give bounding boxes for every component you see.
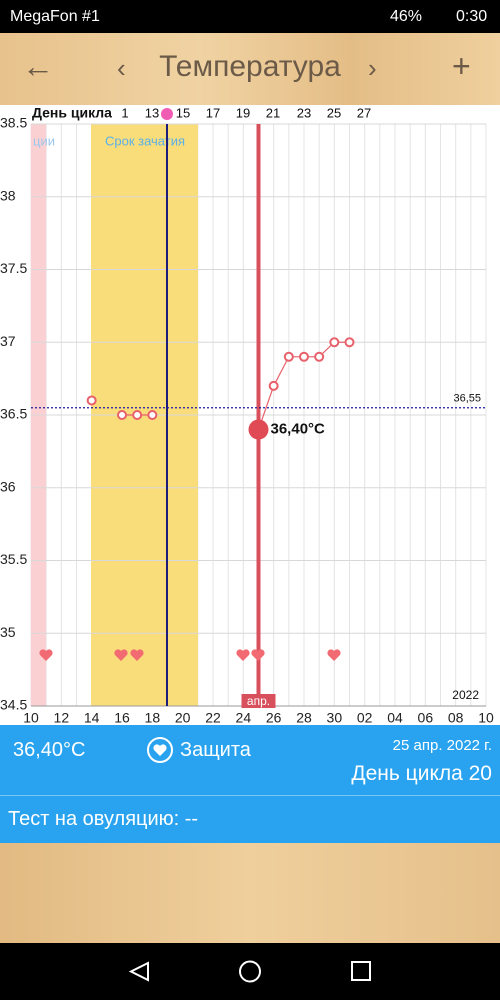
x-tick-label: 26 bbox=[266, 710, 282, 725]
reference-label: 36,55 bbox=[453, 393, 481, 405]
battery: 46% bbox=[390, 8, 423, 25]
cycle-day-label: 27 bbox=[357, 105, 371, 120]
y-tick-label: 37.5 bbox=[0, 260, 27, 276]
marker-label: апр. bbox=[247, 694, 270, 708]
wood-area bbox=[0, 843, 500, 943]
summary-panel: 36,40°C Защита 25 апр. 2022 г. День цикл… bbox=[0, 725, 500, 795]
y-tick-label: 35 bbox=[0, 624, 16, 640]
add-button[interactable]: + bbox=[452, 48, 471, 84]
x-tick-label: 02 bbox=[357, 710, 373, 725]
point bbox=[117, 410, 127, 420]
heart bbox=[251, 649, 265, 661]
heart bbox=[39, 649, 53, 661]
x-tick-label: 30 bbox=[327, 710, 343, 725]
point bbox=[147, 410, 158, 420]
band-label: ции bbox=[33, 133, 55, 148]
point bbox=[299, 351, 309, 362]
status: Защита bbox=[180, 739, 251, 761]
marker-bg bbox=[241, 694, 276, 708]
back-button[interactable]: ← bbox=[22, 48, 54, 84]
x-tick-label: 06 bbox=[418, 710, 434, 725]
y-tick-label: 35.5 bbox=[0, 551, 27, 567]
time: 0:30 bbox=[456, 8, 488, 25]
ovulation-panel: Тест на овуляцию: -- bbox=[0, 795, 500, 844]
status-bar: MegaFon #1 46% 0:30 bbox=[0, 0, 500, 33]
x-tick-label: 04 bbox=[387, 710, 403, 725]
y-tick-label: 36.5 bbox=[0, 406, 27, 422]
nav-bar bbox=[0, 943, 500, 1000]
prev-button[interactable]: ‹ bbox=[117, 53, 126, 83]
heart bbox=[236, 649, 250, 661]
recent-nav[interactable] bbox=[351, 961, 371, 981]
x-tick-label: 08 bbox=[448, 710, 464, 725]
header: ← ‹ Температура › + bbox=[0, 33, 500, 105]
x-tick-label: 22 bbox=[205, 710, 221, 725]
cycle-day-label: 19 bbox=[236, 105, 250, 120]
point bbox=[314, 351, 325, 362]
x-tick-label: 16 bbox=[114, 710, 130, 725]
cycle-day-label: 23 bbox=[297, 105, 311, 120]
y-tick-label: 37 bbox=[0, 333, 16, 349]
x-tick-label: 12 bbox=[54, 710, 70, 725]
heart-icon bbox=[147, 737, 173, 763]
next-button[interactable]: › bbox=[368, 53, 377, 83]
x-tick-label: 24 bbox=[236, 710, 252, 725]
y-tick-label: 38 bbox=[0, 187, 16, 203]
chart: ции Срок зачатия 34.5 35 35.5 36 36.5 37 37.5 38 3… bbox=[0, 105, 500, 725]
x-tick-label: 18 bbox=[145, 710, 161, 725]
ovulation-dot bbox=[161, 108, 173, 120]
cycle-day-label: 17 bbox=[206, 105, 220, 120]
heart bbox=[130, 649, 144, 661]
heart bbox=[327, 649, 341, 661]
year-label: 2022 bbox=[452, 688, 479, 702]
title: Температура bbox=[159, 50, 341, 83]
x-tick-label: 28 bbox=[296, 710, 312, 725]
point bbox=[283, 351, 294, 362]
home-nav[interactable] bbox=[239, 960, 261, 983]
temperature: 36,40°C bbox=[13, 739, 86, 761]
carrier: MegaFon #1 bbox=[10, 8, 100, 25]
point bbox=[132, 410, 143, 420]
point bbox=[329, 337, 340, 348]
x-tick-label: 20 bbox=[175, 710, 191, 725]
ovulation-test[interactable]: Тест на овуляцию: -- bbox=[8, 808, 199, 830]
cycle-day-title: День цикла bbox=[32, 105, 112, 121]
date: 25 апр. 2022 г. bbox=[392, 737, 492, 754]
y-tick-label: 36 bbox=[0, 478, 16, 494]
point bbox=[268, 380, 279, 391]
cycle-day-label: 1 bbox=[121, 105, 128, 120]
heart bbox=[114, 649, 128, 661]
y-tick-label: 38.5 bbox=[0, 115, 27, 131]
back-nav[interactable] bbox=[128, 961, 149, 982]
x-tick-label: 14 bbox=[84, 710, 100, 725]
value-label: 36,40°C bbox=[271, 421, 326, 438]
cycle-day-label: 25 bbox=[327, 105, 341, 120]
cycle-day-label: 15 bbox=[176, 105, 190, 120]
x-tick-label: 10 bbox=[23, 710, 39, 725]
x-tick-label: 10 bbox=[478, 710, 494, 725]
cycle-day-label: 13 bbox=[145, 105, 159, 120]
cycle-day-label: 21 bbox=[266, 105, 280, 120]
y-tick-label: 34.5 bbox=[0, 697, 27, 713]
point bbox=[86, 395, 97, 406]
band-label: Срок зачатия bbox=[105, 133, 185, 148]
current-point bbox=[248, 419, 269, 440]
cycle-day: День цикла 20 bbox=[351, 762, 492, 785]
point bbox=[344, 337, 355, 348]
